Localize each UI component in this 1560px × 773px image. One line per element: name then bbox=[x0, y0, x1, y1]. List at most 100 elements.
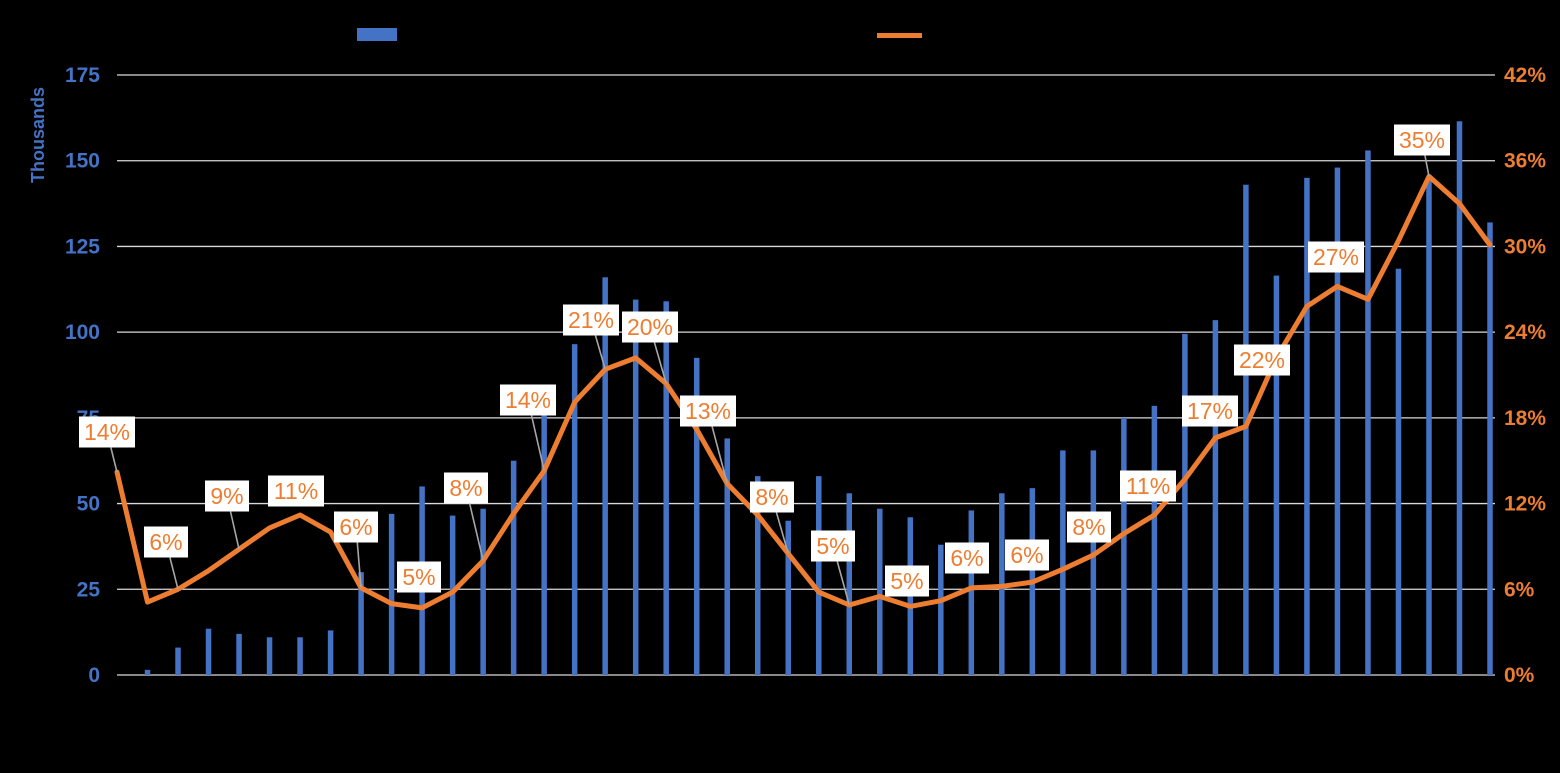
data-label-box bbox=[680, 395, 736, 427]
bar bbox=[785, 520, 791, 675]
bar bbox=[602, 277, 608, 675]
y-axis-tick-right: 12% bbox=[1504, 493, 1546, 516]
legend-line-swatch bbox=[877, 33, 922, 38]
data-label-box bbox=[1067, 511, 1111, 543]
data-label: 17% bbox=[1187, 398, 1233, 424]
bar bbox=[571, 344, 578, 675]
bar bbox=[1365, 150, 1371, 675]
series-line bbox=[114, 173, 1493, 611]
data-label: 6% bbox=[149, 529, 182, 555]
data-label: 9% bbox=[210, 483, 243, 509]
leader-line bbox=[356, 542, 362, 588]
bar bbox=[663, 301, 669, 675]
leader-line bbox=[468, 503, 484, 561]
leader-line bbox=[594, 335, 606, 370]
data-label-box bbox=[1308, 241, 1364, 273]
bar bbox=[480, 508, 486, 675]
y-axis-tick-right: 24% bbox=[1504, 321, 1546, 344]
data-label: 6% bbox=[339, 514, 372, 540]
bar bbox=[1334, 167, 1341, 676]
bar bbox=[175, 647, 181, 675]
leader-line bbox=[836, 561, 851, 606]
bar bbox=[693, 357, 700, 675]
data-label-box bbox=[268, 475, 324, 507]
data-label-box bbox=[334, 511, 378, 543]
data-label: 20% bbox=[627, 314, 673, 340]
bar bbox=[1395, 268, 1402, 675]
y-axis-tick-left: 150 bbox=[65, 150, 100, 173]
bar bbox=[1273, 275, 1280, 675]
data-label-box bbox=[811, 530, 855, 562]
bar bbox=[144, 669, 151, 675]
data-label: 5% bbox=[402, 564, 435, 590]
data-label-box bbox=[750, 481, 794, 513]
data-label-box bbox=[1394, 124, 1450, 156]
data-label-box bbox=[444, 472, 488, 504]
bar bbox=[327, 630, 334, 675]
bar bbox=[297, 637, 303, 675]
y-axis-tick-left: 175 bbox=[65, 64, 100, 87]
data-label: 6% bbox=[950, 545, 983, 571]
leader-line bbox=[229, 511, 240, 550]
bar bbox=[968, 510, 975, 675]
leader-line bbox=[530, 415, 545, 471]
data-label: 27% bbox=[1313, 244, 1359, 270]
leader-line bbox=[653, 342, 667, 384]
bar bbox=[754, 476, 761, 675]
data-label: 11% bbox=[1126, 473, 1170, 499]
bar bbox=[205, 628, 212, 675]
y-axis-tick-right: 42% bbox=[1504, 64, 1546, 87]
data-label: 11% bbox=[274, 478, 318, 504]
data-label: 8% bbox=[755, 484, 788, 510]
bar bbox=[388, 513, 395, 675]
data-label: 35% bbox=[1399, 127, 1445, 153]
y-axis-tick-right: 18% bbox=[1504, 407, 1546, 430]
data-label-box bbox=[945, 542, 989, 574]
bar bbox=[1456, 121, 1463, 676]
y-axis-tick-right: 36% bbox=[1504, 150, 1546, 173]
data-label-box bbox=[1234, 344, 1290, 376]
data-label: 8% bbox=[449, 475, 482, 501]
bar bbox=[846, 493, 853, 675]
leader-line bbox=[169, 557, 179, 590]
bar bbox=[1426, 177, 1432, 675]
data-label-box bbox=[1005, 539, 1049, 571]
data-label: 6% bbox=[1010, 542, 1043, 568]
bar bbox=[1182, 333, 1188, 675]
bar bbox=[1090, 450, 1097, 675]
bar bbox=[449, 515, 456, 675]
data-label-box bbox=[563, 304, 619, 336]
bar bbox=[1151, 405, 1158, 675]
data-label: 13% bbox=[685, 398, 731, 424]
bar bbox=[632, 299, 639, 675]
legend-bar-swatch bbox=[357, 28, 397, 41]
bar bbox=[266, 637, 273, 675]
leader-line bbox=[711, 426, 728, 484]
leader-line bbox=[775, 512, 790, 554]
data-label-box bbox=[885, 565, 929, 597]
bar bbox=[358, 572, 364, 675]
bar bbox=[1487, 222, 1493, 675]
data-label-box bbox=[79, 416, 135, 448]
data-label: 14% bbox=[84, 419, 130, 445]
y-axis-tick-right: 30% bbox=[1504, 235, 1546, 258]
data-label: 5% bbox=[890, 568, 923, 594]
y-axis-tick-left: 25 bbox=[77, 578, 101, 601]
data-label-box bbox=[144, 526, 188, 558]
data-label-box bbox=[1120, 470, 1176, 502]
bar bbox=[724, 438, 730, 675]
data-label-box bbox=[397, 561, 441, 593]
y-axis-tick-left: 0 bbox=[88, 664, 100, 687]
bar bbox=[510, 460, 517, 675]
y-axis-tick-left: 125 bbox=[65, 235, 100, 258]
y-axis-tick-left: 50 bbox=[77, 493, 100, 516]
bar bbox=[541, 412, 547, 675]
y-axis-tick-right: 6% bbox=[1504, 578, 1535, 601]
leader-line bbox=[110, 447, 118, 473]
data-label: 8% bbox=[1072, 514, 1105, 540]
leader-line bbox=[1424, 155, 1430, 177]
data-label-box bbox=[500, 384, 556, 416]
bar bbox=[1060, 450, 1066, 675]
